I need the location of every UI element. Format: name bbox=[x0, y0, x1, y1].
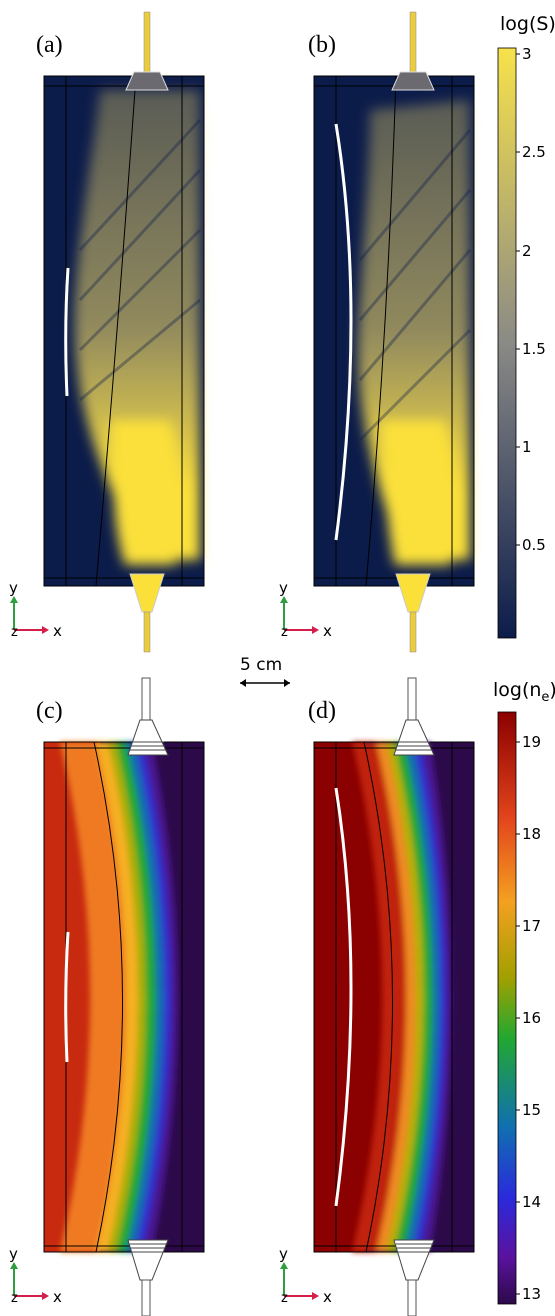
colorbar-log-s-title: log(S) bbox=[500, 13, 555, 35]
panel-a-frame bbox=[43, 75, 205, 587]
axis-z-label: z bbox=[11, 625, 18, 640]
colorbar-s-tick-2: 2 bbox=[522, 242, 532, 260]
axis-z-label: z bbox=[281, 625, 288, 640]
panel-b-ray bbox=[334, 123, 353, 541]
axis-x-label: x bbox=[53, 622, 62, 640]
colorbar-s-tick-1: 1 bbox=[522, 438, 532, 456]
axis-z-label: z bbox=[11, 1291, 18, 1306]
colorbar-ne-tick-15: 15 bbox=[522, 1101, 541, 1119]
panel-label-c: (c) bbox=[36, 698, 63, 724]
axis-x-label: x bbox=[323, 622, 332, 640]
axis-y-label: y bbox=[279, 1245, 288, 1263]
panel-c-frame bbox=[43, 741, 205, 1253]
colorbar-s-tick-3: 3 bbox=[522, 45, 532, 63]
panel-b-top-antenna bbox=[391, 11, 435, 91]
colorbar-ne-tick-17: 17 bbox=[522, 917, 541, 935]
axis-x-label: x bbox=[323, 1288, 332, 1306]
axis-y-label: y bbox=[9, 579, 18, 597]
colorbar-log-s: log(S) 3 2.5 2 1.5 1 0.5 bbox=[497, 13, 555, 639]
panel-c-top-antenna bbox=[127, 677, 169, 756]
scale-bar: 5 cm bbox=[240, 655, 290, 687]
panel-label-a: (a) bbox=[36, 32, 63, 58]
axes-triad-d: y z x bbox=[279, 1245, 332, 1306]
panel-d-bottom-antenna bbox=[393, 1239, 435, 1316]
panel-c-bottom-antenna bbox=[127, 1239, 169, 1316]
panel-a-top-antenna bbox=[125, 11, 169, 91]
colorbar-ne-title-suffix: ) bbox=[549, 679, 555, 701]
axis-x-label: x bbox=[53, 1288, 62, 1306]
panel-c: (c) bbox=[36, 677, 205, 1316]
panel-b: (b) bbox=[308, 11, 475, 653]
colorbar-log-ne-title: log(ne) bbox=[493, 679, 555, 705]
panel-d-frame bbox=[313, 741, 475, 1253]
colorbar-log-ne-bar bbox=[497, 711, 517, 1305]
panel-b-cutoff-curve bbox=[365, 75, 397, 587]
axis-z-label: z bbox=[281, 1291, 288, 1306]
axes-triad-c: y z x bbox=[9, 1245, 62, 1306]
axis-y-label: y bbox=[279, 579, 288, 597]
panel-c-density-bands bbox=[60, 742, 178, 1252]
colorbar-ne-title-sub: e bbox=[541, 690, 549, 705]
colorbar-ne-tick-19: 19 bbox=[522, 733, 541, 751]
panel-label-b: (b) bbox=[308, 32, 336, 58]
colorbar-s-tick-2-5: 2.5 bbox=[522, 143, 546, 161]
colorbar-log-s-bar bbox=[497, 47, 517, 639]
colorbar-ne-tick-18: 18 bbox=[522, 825, 541, 843]
panel-b-bottom-antenna bbox=[395, 573, 431, 653]
axis-y-label: y bbox=[9, 1245, 18, 1263]
colorbar-s-tick-0-5: 0.5 bbox=[522, 536, 546, 554]
axes-triad-a: y z x bbox=[9, 579, 62, 640]
panel-a-cutoff-curve bbox=[95, 75, 137, 587]
colorbar-ne-tick-13: 13 bbox=[522, 1285, 541, 1303]
panel-d-cutoff-curve bbox=[363, 741, 393, 1253]
colorbar-ne-tick-16: 16 bbox=[522, 1009, 541, 1027]
panel-d-top-antenna bbox=[393, 677, 435, 756]
panel-c-ray bbox=[64, 931, 70, 1063]
panel-b-frame bbox=[313, 75, 475, 587]
panel-label-d: (d) bbox=[308, 698, 336, 724]
panel-d: (d) bbox=[308, 677, 475, 1316]
panel-a-bottom-antenna bbox=[129, 573, 165, 653]
panel-a-field bbox=[74, 90, 200, 565]
axes-triad-b: y z x bbox=[279, 579, 332, 640]
colorbar-log-ne: log(ne) 19 18 17 16 15 14 13 bbox=[493, 679, 555, 1305]
colorbar-ne-title-prefix: log(n bbox=[493, 679, 541, 701]
panel-c-cutoff-curve bbox=[93, 741, 123, 1253]
panel-a: (a) bbox=[36, 11, 205, 653]
panel-d-density-bands bbox=[352, 742, 452, 1252]
panel-a-ray bbox=[64, 267, 70, 397]
colorbar-s-tick-1-5: 1.5 bbox=[522, 340, 546, 358]
panel-a-ripples bbox=[78, 118, 202, 402]
scale-bar-label: 5 cm bbox=[240, 655, 282, 675]
panel-b-field bbox=[358, 100, 470, 565]
panel-d-ray bbox=[334, 787, 353, 1207]
colorbar-ne-tick-14: 14 bbox=[522, 1193, 541, 1211]
